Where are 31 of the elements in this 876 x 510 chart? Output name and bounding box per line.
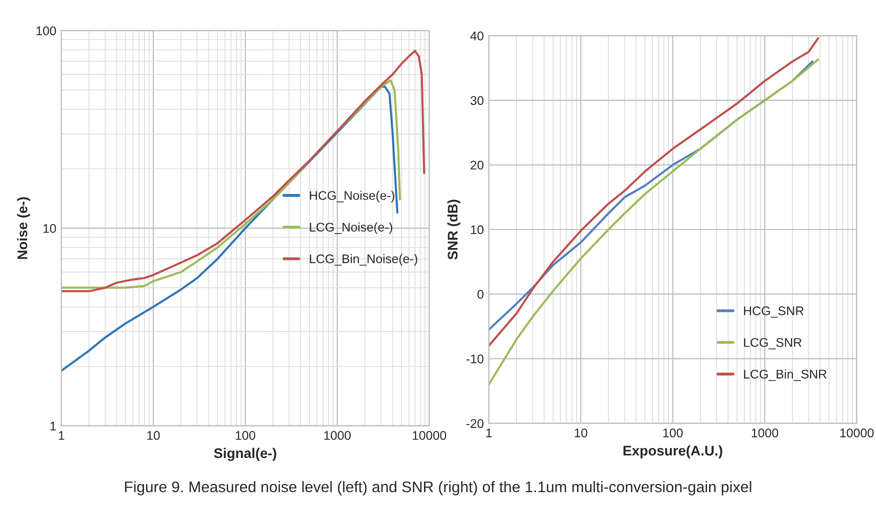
x-tick-label: 1000 bbox=[324, 431, 351, 440]
x-tick-label: 1 bbox=[486, 428, 492, 438]
y-axis-title: SNR (dB) bbox=[447, 200, 460, 260]
legend-label: HCG_SNR bbox=[744, 306, 804, 318]
x-tick-label: 1000 bbox=[752, 428, 778, 438]
x-tick-label: 1 bbox=[58, 431, 64, 440]
x-axis-title: Signal(e-) bbox=[214, 448, 276, 461]
y-tick-label: -20 bbox=[466, 419, 484, 428]
x-tick-label: 100 bbox=[663, 428, 683, 438]
y-tick-label: 1 bbox=[50, 422, 56, 430]
y-tick-label: -10 bbox=[466, 354, 484, 364]
x-axis-title: Exposure(A.U.) bbox=[624, 445, 722, 458]
y-tick-label: 100 bbox=[36, 26, 56, 36]
y-tick-label: 20 bbox=[470, 160, 484, 170]
y-tick-label: 0 bbox=[477, 290, 484, 299]
y-tick-label: 30 bbox=[470, 96, 484, 105]
x-tick-label: 100 bbox=[236, 431, 256, 440]
x-tick-label: 10 bbox=[147, 431, 160, 440]
y-tick-label: 10 bbox=[44, 224, 56, 233]
legend-label: LCG_Bin_Noise(e-) bbox=[310, 254, 418, 266]
legend-label: LCG_Noise(e-) bbox=[310, 222, 392, 234]
legend-label: LCG_Bin_SNR bbox=[744, 369, 827, 381]
y-axis-title: Noise (e-) bbox=[17, 197, 30, 259]
legend-label: LCG_SNR bbox=[744, 338, 802, 350]
x-tick-label: 10 bbox=[574, 428, 588, 438]
x-tick-label: 10000 bbox=[412, 431, 446, 440]
caption: Figure 9. Measured noise level (left) and SNR (right) of the 1.1um multi-conversion-gain pixel bbox=[125, 481, 752, 496]
y-tick-label: 40 bbox=[470, 32, 484, 40]
x-tick-label: 10000 bbox=[840, 428, 874, 438]
legend-label: HCG_Noise(e-) bbox=[310, 190, 394, 202]
y-tick-label: 10 bbox=[471, 225, 484, 234]
